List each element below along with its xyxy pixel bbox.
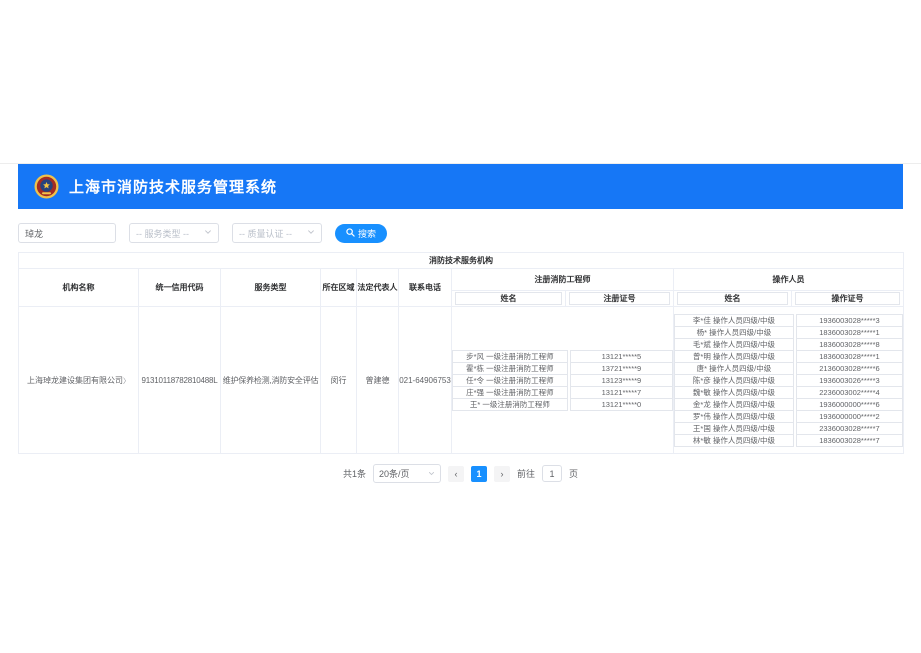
operator-row: 曾*明 操作人员四级/中级 1836003028*****1 bbox=[674, 349, 903, 363]
service-org-table: 消防技术服务机构 机构名称 统一信用代码 服务类型 所在区域 法定代表人 联系电… bbox=[18, 252, 904, 454]
operator-row: 金*龙 操作人员四级/中级 1936000000*****6 bbox=[674, 397, 903, 411]
table-title: 消防技术服务机构 bbox=[18, 252, 904, 269]
search-button[interactable]: 搜索 bbox=[335, 223, 388, 243]
top-whitespace bbox=[0, 0, 921, 163]
page-size-value: 20条/页 bbox=[378, 469, 410, 479]
chevron-right-icon: 〉 bbox=[123, 377, 130, 385]
col-header-engineer-cert: 注册证号 bbox=[565, 290, 674, 307]
col-group-operators: 操作人员 bbox=[673, 268, 904, 291]
quality-cert-placeholder: -- 质量认证 -- bbox=[239, 228, 292, 239]
keyword-input[interactable] bbox=[18, 223, 116, 243]
org-name-cell: 上海琸龙建设集团有限公司〉 bbox=[18, 306, 139, 454]
operator-row: 唐* 操作人员四级/中级 2136003028*****6 bbox=[674, 361, 903, 375]
next-page-button[interactable]: › bbox=[493, 465, 510, 482]
operator-list: 李*佳 操作人员四级/中级 1936003028*****3 杨* 操作人员四级… bbox=[674, 313, 903, 447]
col-header-phone: 联系电话 bbox=[398, 268, 452, 307]
col-group-engineers: 注册消防工程师 bbox=[451, 268, 674, 291]
search-button-label: 搜索 bbox=[358, 228, 377, 239]
service-type-select[interactable]: -- 服务类型 -- bbox=[129, 223, 219, 243]
operator-row: 李*佳 操作人员四级/中级 1936003028*****3 bbox=[674, 313, 903, 327]
operator-name: 林*敏 操作人员四级/中级 bbox=[674, 433, 794, 447]
prev-page-button[interactable]: ‹ bbox=[447, 465, 464, 482]
chevron-down-icon bbox=[428, 469, 435, 479]
app-header: 上海市消防技术服务管理系统 bbox=[18, 164, 903, 209]
col-header-operator-name: 姓名 bbox=[673, 290, 792, 307]
table-row: 上海琸龙建设集团有限公司〉 91310118782810488L 维护保养检测,… bbox=[18, 306, 904, 454]
col-header-credit-code: 统一信用代码 bbox=[138, 268, 221, 307]
goto-page-input[interactable] bbox=[542, 465, 562, 482]
org-name-link[interactable]: 上海琸龙建设集团有限公司〉 bbox=[27, 376, 130, 385]
engineer-name: 王* 一级注册消防工程师 bbox=[452, 397, 568, 411]
col-header-region: 所在区域 bbox=[320, 268, 357, 307]
search-bar: -- 服务类型 -- -- 质量认证 -- 搜索 bbox=[18, 222, 903, 244]
engineers-cell: 步*风 一级注册消防工程师 13121*****5 霍*栋 一级注册消防工程师 … bbox=[451, 306, 674, 454]
phone-cell: 021-64906753 bbox=[398, 306, 452, 454]
top-divider bbox=[0, 163, 921, 164]
operator-row: 林*敏 操作人员四级/中级 1836003028*****7 bbox=[674, 433, 903, 447]
col-header-operator-cert: 操作证号 bbox=[791, 290, 904, 307]
col-header-engineer-name: 姓名 bbox=[451, 290, 566, 307]
credit-code-cell: 91310118782810488L bbox=[138, 306, 221, 454]
engineer-row: 王* 一级注册消防工程师 13121*****0 bbox=[452, 397, 673, 411]
chevron-down-icon bbox=[204, 228, 212, 238]
col-header-legal-rep: 法定代表人 bbox=[356, 268, 399, 307]
chevron-down-icon bbox=[307, 228, 315, 238]
operator-cert-no: 1836003028*****7 bbox=[795, 433, 903, 447]
total-count-label: 共1条 bbox=[342, 469, 366, 479]
operator-row: 罗*伟 操作人员四级/中级 1936000000*****2 bbox=[674, 409, 903, 423]
engineer-list: 步*风 一级注册消防工程师 13121*****5 霍*栋 一级注册消防工程师 … bbox=[452, 349, 673, 411]
org-name-text: 上海琸龙建设集团有限公司 bbox=[27, 375, 123, 385]
goto-label: 前往 bbox=[516, 469, 535, 479]
region-cell: 闵行 bbox=[320, 306, 357, 454]
col-header-org-name: 机构名称 bbox=[18, 268, 139, 307]
operator-row: 毛*斌 操作人员四级/中级 1836003028*****8 bbox=[674, 337, 903, 351]
page-size-select[interactable]: 20条/页 bbox=[372, 464, 441, 483]
engineer-cert-no: 13121*****0 bbox=[569, 397, 673, 411]
content-area: 上海市消防技术服务管理系统 -- 服务类型 -- -- 质量认证 -- bbox=[18, 164, 904, 483]
fire-emblem-icon bbox=[34, 174, 59, 199]
quality-cert-select[interactable]: -- 质量认证 -- bbox=[232, 223, 322, 243]
col-header-service-type: 服务类型 bbox=[220, 268, 321, 307]
pagination: 共1条 20条/页 ‹ 1 › 前往 页 bbox=[18, 464, 903, 483]
engineer-row: 任*令 一级注册消防工程师 13123*****9 bbox=[452, 373, 673, 387]
engineer-row: 霍*栋 一级注册消防工程师 13721*****9 bbox=[452, 361, 673, 375]
page-unit-label: 页 bbox=[569, 469, 579, 479]
page-number-1[interactable]: 1 bbox=[470, 465, 487, 482]
legal-rep-cell: 曾建德 bbox=[356, 306, 399, 454]
service-type-placeholder: -- 服务类型 -- bbox=[136, 228, 189, 239]
page: 上海市消防技术服务管理系统 -- 服务类型 -- -- 质量认证 -- bbox=[0, 0, 921, 483]
operators-cell: 李*佳 操作人员四级/中级 1936003028*****3 杨* 操作人员四级… bbox=[673, 306, 904, 454]
service-type-cell: 维护保养检测,消防安全评估 bbox=[220, 306, 321, 454]
app-title: 上海市消防技术服务管理系统 bbox=[69, 179, 278, 196]
search-icon bbox=[346, 227, 355, 239]
